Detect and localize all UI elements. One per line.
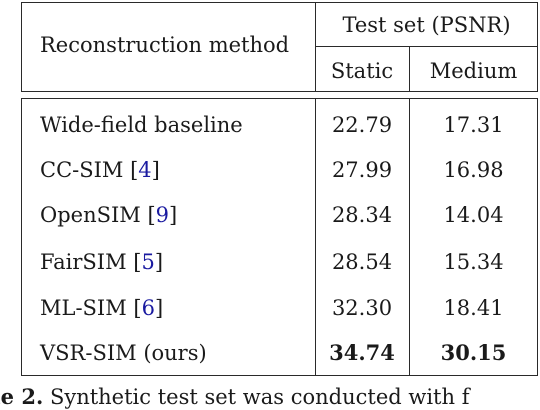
citation-link[interactable]: 6 (141, 296, 155, 320)
row-medium-value: 15.34 (443, 250, 504, 274)
row-static-value: 32.30 (331, 296, 393, 320)
header-divider-vertical (315, 2, 316, 92)
row-method: CC-SIM [4] (40, 158, 160, 182)
row-medium-value: 17.31 (443, 113, 504, 137)
row-method: VSR-SIM (ours) (40, 341, 207, 365)
table-header-box (21, 2, 538, 92)
row-medium-value: 18.41 (443, 296, 504, 320)
table-body-box (21, 98, 538, 376)
citation-link[interactable]: 5 (141, 250, 155, 274)
method-column-header: Reconstruction method (40, 33, 290, 57)
citation-link[interactable]: 4 (138, 158, 152, 182)
row-method: FairSIM [5] (40, 250, 164, 274)
body-divider-vertical (315, 98, 316, 376)
body-static-medium-divider (409, 98, 410, 376)
row-medium-value: 16.98 (443, 158, 504, 182)
header-divider-horizontal (315, 46, 538, 47)
caption-text: Synthetic test set was conducted with f (43, 385, 470, 409)
table-caption: ble 2. Synthetic test set was conducted … (0, 384, 540, 410)
header-static-medium-divider (409, 46, 410, 92)
row-medium-value: 14.04 (443, 203, 504, 227)
medium-column-header: Medium (429, 59, 518, 83)
static-column-header: Static (330, 59, 394, 83)
row-method: OpenSIM [9] (40, 203, 178, 227)
row-static-value: 27.99 (331, 158, 393, 182)
caption-label: ble 2. (0, 384, 44, 409)
row-method: ML-SIM [6] (40, 296, 164, 320)
row-method: Wide-field baseline (40, 113, 243, 137)
citation-link[interactable]: 9 (155, 203, 170, 227)
row-static-value: 28.34 (331, 203, 393, 227)
row-static-value: 22.79 (331, 113, 393, 137)
row-medium-value-best: 30.15 (440, 340, 507, 365)
test-set-group-header: Test set (PSNR) (342, 13, 511, 37)
row-static-value-best: 34.74 (329, 340, 395, 365)
row-static-value: 28.54 (331, 250, 393, 274)
